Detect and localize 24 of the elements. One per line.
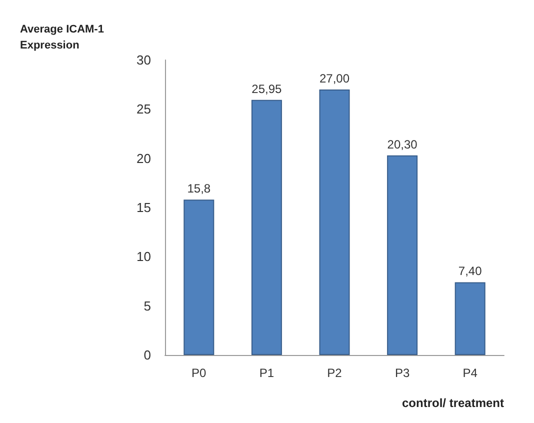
data-label: 25,95 bbox=[252, 82, 282, 96]
x-tick-label: P3 bbox=[394, 366, 410, 380]
y-tick-label: 30 bbox=[136, 52, 151, 68]
y-tick-label: 25 bbox=[136, 102, 151, 117]
data-label: 20,30 bbox=[387, 137, 418, 152]
bar bbox=[184, 200, 214, 355]
y-tick-label: 10 bbox=[136, 249, 151, 264]
data-label: 27,00 bbox=[319, 72, 350, 86]
bar bbox=[251, 100, 282, 355]
y-tick-label: 15 bbox=[136, 200, 151, 215]
y-axis-title: Average ICAM-1 Expression bbox=[20, 24, 104, 52]
bar bbox=[387, 155, 418, 355]
y-tick-label: 20 bbox=[136, 150, 151, 166]
data-label: 15,8 bbox=[187, 182, 211, 196]
x-tick-label: P0 bbox=[192, 366, 207, 380]
y-tick-label: 5 bbox=[144, 298, 151, 314]
x-tick-label: P4 bbox=[462, 366, 478, 380]
x-tick-label: P2 bbox=[327, 366, 342, 380]
x-tick-label: P1 bbox=[259, 366, 274, 380]
x-axis-title: control/ treatment bbox=[402, 396, 504, 410]
bar bbox=[454, 282, 486, 355]
bar bbox=[319, 90, 350, 355]
y-tick-label: 0 bbox=[144, 348, 151, 362]
data-label: 7,40 bbox=[458, 264, 482, 278]
